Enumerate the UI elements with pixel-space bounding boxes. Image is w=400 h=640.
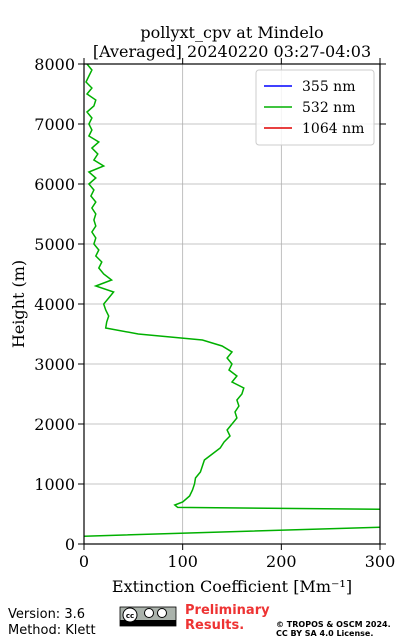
notice: Preliminary (185, 603, 270, 618)
y-tick-label: 7000 (34, 115, 75, 134)
footer: Version: 3.6 Method: Klett cc Preliminar… (8, 603, 391, 638)
y-tick-label: 1000 (34, 475, 75, 494)
cc-logo: cc (119, 606, 177, 627)
chart-title: pollyxt_cpv at Mindelo (140, 23, 323, 42)
copyright: © TROPOS & OSCM 2024. (276, 620, 391, 629)
legend-box (255, 69, 375, 146)
notice: Results. (185, 618, 244, 633)
y-tick-label: 0 (65, 535, 75, 554)
legend-label: 1064 nm (302, 121, 364, 137)
plot-frame (83, 63, 381, 545)
y-tick-label: 8000 (34, 55, 75, 74)
x-tick-label: 300 (365, 552, 396, 571)
x-tick-label: 0 (79, 552, 89, 571)
legend: 355 nm 532 nm 1064 nm (255, 69, 375, 146)
x-tick-label: 100 (167, 552, 198, 571)
legend-label: 532 nm (302, 100, 355, 116)
y-tick-label: 4000 (34, 295, 75, 314)
chart-subtitle: [Averaged] 20240220 03:27-04:03 (93, 42, 371, 61)
copyright: CC BY SA 4.0 License. (276, 629, 373, 638)
y-tick-label: 3000 (34, 355, 75, 374)
y-tick-label: 2000 (34, 415, 75, 434)
plot-lines (84, 64, 380, 537)
svg-text:cc: cc (126, 612, 134, 620)
y-tick-label: 6000 (34, 175, 75, 194)
version: Version: 3.6 (8, 607, 85, 622)
x-axis-label: Extinction Coefficient [Mm⁻¹] (112, 577, 352, 596)
x-tick-label: 200 (266, 552, 297, 571)
y-tick-label: 5000 (34, 235, 75, 254)
y-axis-label: Height (m) (9, 260, 28, 348)
legend-label: 355 nm (302, 79, 355, 95)
profile-line (84, 64, 380, 537)
method: Method: Klett (8, 623, 96, 638)
